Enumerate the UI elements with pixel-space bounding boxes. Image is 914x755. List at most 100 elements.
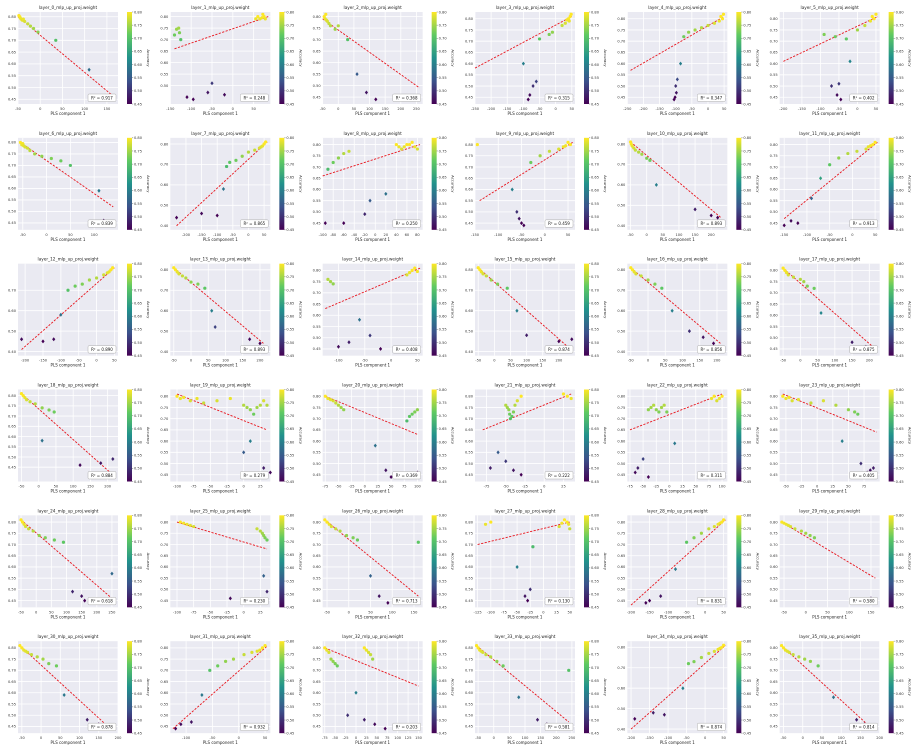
data-point-diamond: [515, 209, 519, 214]
y-tick-label: 0.50: [770, 462, 779, 466]
data-point: [362, 646, 366, 650]
colorbar: [279, 389, 285, 482]
colorbar-tick-label: 0.80: [439, 262, 448, 266]
data-point: [707, 651, 711, 656]
y-tick-label: 0.70: [160, 543, 169, 547]
colorbar-tick-label: 0.65: [743, 679, 751, 683]
subplot-panel: -200 -150 -100 -50 0 500.450.500.550.600.650.…: [770, 5, 913, 116]
colorbar-tick-label: 0.45: [286, 480, 294, 484]
y-tick-label: 0.50: [160, 329, 169, 333]
subplot-panel: -50 0 50 100 150 2000.400.500.600.700.80layer…: [160, 257, 303, 368]
data-point-diamond: [789, 218, 793, 223]
subplot-title: layer_12_mlp_up_proj.weight: [38, 257, 99, 262]
x-tick-label: 0: [799, 359, 802, 363]
r2-annotation-box: [392, 471, 421, 480]
y-tick-label: 0.55: [8, 702, 16, 706]
data-point: [59, 159, 63, 163]
data-point: [254, 17, 258, 21]
data-point: [336, 156, 341, 160]
regression-line: [630, 141, 722, 218]
data-point: [511, 410, 516, 414]
data-point: [258, 403, 262, 407]
data-point: [31, 529, 35, 533]
y-tick-label: 0.80: [770, 143, 779, 147]
data-point-diamond: [654, 182, 658, 187]
colorbar-tick-label: 0.45: [134, 228, 142, 232]
data-point: [507, 408, 511, 412]
y-tick-label: 0.70: [617, 543, 626, 547]
y-tick-label: 0.65: [160, 554, 168, 558]
data-point: [791, 653, 795, 657]
y-tick-label: 0.45: [617, 473, 625, 477]
y-tick-label: 0.45: [770, 347, 778, 351]
colorbar-tick-label: 0.50: [286, 215, 295, 219]
plot-area: [18, 515, 118, 608]
x-tick-label: -50: [362, 359, 369, 363]
subplot-panel: -50 0 50 100 150 200 2500.450.500.550.600.650.…: [8, 508, 151, 619]
colorbar-tick-label: 0.70: [743, 37, 752, 41]
plot-area: [322, 641, 423, 734]
y-tick-label: 0.65: [465, 554, 473, 558]
y-tick-label: 0.45: [8, 98, 16, 102]
data-point-diamond: [633, 716, 637, 721]
y-tick-label: 0.60: [313, 691, 322, 695]
y-tick-label: 0.65: [313, 428, 321, 432]
y-tick-label: 0.55: [770, 451, 778, 455]
x-tick-label: 125: [405, 736, 412, 740]
r2-annotation: R² = 0.580: [853, 599, 875, 604]
colorbar-tick-label: 0.45: [134, 731, 142, 735]
subplot-panel: -50 0 50 100 150 2000.450.500.550.600.650.700…: [770, 257, 913, 368]
data-point-diamond: [200, 693, 204, 698]
colorbar-tick-label: 0.45: [896, 480, 904, 484]
x-tick-label: -100: [57, 359, 66, 363]
y-tick-label: 0.60: [617, 565, 626, 569]
y-tick-label: 0.60: [465, 62, 474, 66]
data-point: [94, 276, 99, 280]
subplot-panel: -50 0 50 100 150 2000.450.500.550.600.650.700…: [8, 383, 151, 494]
y-tick-label: 0.55: [465, 199, 473, 203]
x-tick-label: 0: [851, 233, 854, 237]
data-point: [327, 21, 331, 26]
colorbar-tick-label: 0.75: [286, 527, 294, 531]
colorbar-tick-label: 0.60: [134, 566, 143, 570]
regression-line: [476, 645, 570, 723]
data-point: [28, 400, 32, 404]
x-tick-label: 40: [394, 233, 399, 237]
colorbar-label: Accuracy: [908, 301, 913, 319]
colorbar: [736, 515, 742, 608]
data-point: [20, 520, 25, 524]
colorbar-label: Accuracy: [908, 553, 913, 571]
colorbar-tick-label: 0.50: [439, 215, 448, 219]
colorbar-tick-label: 0.55: [439, 328, 447, 332]
colorbar-tick-label: 0.55: [896, 579, 904, 583]
colorbar-tick-label: 0.75: [134, 23, 142, 27]
regression-line: [176, 141, 268, 227]
x-tick-label: -200: [627, 610, 636, 614]
data-point: [659, 405, 664, 410]
subplot-title: layer_10_mlp_up_proj.weight: [647, 131, 708, 136]
data-point-diamond: [97, 188, 101, 193]
y-tick-label: 0.80: [8, 646, 17, 650]
x-tick-label: -50: [781, 736, 788, 740]
x-tick-label: -80: [330, 233, 337, 237]
data-point: [263, 536, 267, 540]
colorbar-tick-label: 0.75: [134, 149, 142, 153]
data-point: [686, 662, 691, 666]
x-tick-label: 0: [707, 107, 710, 111]
x-axis-label: PLS component 1: [203, 740, 238, 745]
colorbar: [736, 137, 742, 230]
x-tick-label: -50: [18, 610, 25, 614]
colorbar-tick-label: 0.60: [286, 566, 295, 570]
regression-line: [322, 144, 421, 177]
data-point: [339, 405, 343, 410]
colorbar-tick-label: 0.50: [896, 592, 905, 596]
data-point: [25, 146, 30, 150]
colorbar-tick-label: 0.45: [896, 228, 904, 232]
data-point: [177, 272, 181, 276]
r2-annotation: R² = 0.248: [243, 95, 265, 100]
colorbar-tick-label: 0.75: [286, 401, 294, 405]
subplot-panel: -50 0 50 100 1500.450.500.550.600.650.700.75…: [8, 5, 151, 116]
colorbar-tick-label: 0.70: [743, 540, 752, 544]
colorbar-tick-label: 0.75: [134, 527, 142, 531]
colorbar-tick-label: 0.75: [896, 275, 904, 279]
